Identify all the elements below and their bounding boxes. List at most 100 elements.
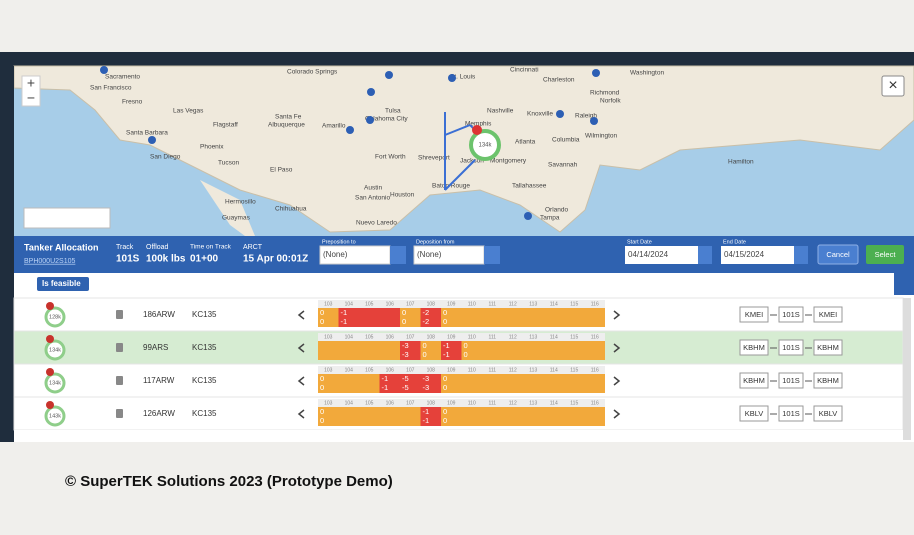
- column-label: 106: [386, 367, 395, 373]
- marker[interactable]: [367, 88, 375, 96]
- cell-bottom: 0: [320, 383, 324, 392]
- top-bar: [0, 52, 914, 66]
- cancel-button[interactable]: [817, 244, 859, 265]
- marker[interactable]: [346, 126, 354, 134]
- dropdown-arrow[interactable]: [484, 246, 500, 264]
- timeline-cell: [420, 308, 441, 327]
- timeline-cell: [461, 308, 482, 327]
- city-label: Cincinnati: [510, 67, 539, 74]
- cancel: Cancel: [826, 250, 850, 259]
- timeline-cell: [400, 407, 421, 426]
- close-button[interactable]: [881, 75, 905, 97]
- city-label: Santa Fe: [275, 114, 302, 121]
- date-input[interactable]: [625, 246, 698, 264]
- scrollbar[interactable]: [903, 298, 911, 440]
- next-arrow[interactable]: [613, 343, 621, 353]
- prev-arrow[interactable]: [297, 376, 305, 386]
- timeline-cell: [379, 341, 400, 360]
- column-label: 111: [488, 367, 496, 373]
- route-box: [778, 306, 804, 323]
- cell-top: 0: [443, 374, 447, 383]
- map-tools[interactable]: [23, 207, 111, 229]
- column-label: 107: [406, 400, 415, 406]
- column-label: 112: [509, 301, 517, 307]
- marker[interactable]: [592, 69, 600, 77]
- city-label: Santa Barbara: [126, 130, 168, 137]
- next-arrow[interactable]: [613, 409, 621, 419]
- timeline-cell: [338, 374, 359, 393]
- marker[interactable]: [385, 71, 393, 79]
- city-label: Washington: [630, 70, 664, 77]
- cluster-label: 134k: [478, 143, 492, 149]
- marker[interactable]: [590, 117, 598, 125]
- column-label: 105: [365, 334, 374, 340]
- end-label: End Date: [723, 239, 746, 245]
- id: BPH000U2S105: [24, 258, 75, 265]
- prev-arrow[interactable]: [297, 310, 305, 320]
- select-button[interactable]: [866, 245, 904, 264]
- badge-label: 134k: [49, 380, 61, 386]
- calendar-button[interactable]: [794, 246, 808, 264]
- timeline-cell: [564, 407, 585, 426]
- zoom-in[interactable]: +: [27, 75, 35, 91]
- calendar-button[interactable]: [698, 246, 712, 264]
- timeline-cell: [379, 407, 400, 426]
- next-arrow[interactable]: [613, 310, 621, 320]
- dropdown-arrow[interactable]: [390, 246, 406, 264]
- timeline-cell: [564, 308, 585, 327]
- timeline-head: [318, 366, 605, 374]
- cell-top: -1: [443, 341, 450, 350]
- cell-bottom: -1: [382, 383, 389, 392]
- column-label: 111: [488, 334, 496, 340]
- fuel-icon: [116, 343, 123, 352]
- prev-arrow[interactable]: [297, 409, 305, 419]
- date-input[interactable]: [721, 246, 794, 264]
- close-icon[interactable]: ×: [888, 77, 897, 94]
- column-label: 111: [488, 301, 496, 307]
- city-label: Guaymas: [222, 215, 251, 222]
- pin[interactable]: [472, 125, 482, 135]
- marker[interactable]: [366, 116, 374, 124]
- tot: 01+00: [190, 254, 219, 265]
- column-label: 103: [324, 301, 333, 307]
- prev-arrow[interactable]: [297, 343, 305, 353]
- cluster[interactable]: [469, 129, 501, 161]
- timeline-cell: [482, 341, 503, 360]
- city-label: St. Louis: [450, 74, 476, 81]
- zoom-out[interactable]: −: [27, 90, 35, 106]
- city-label: El Paso: [270, 167, 293, 174]
- offload-label: Offload: [146, 244, 169, 251]
- city-label: Las Vegas: [173, 108, 204, 115]
- filter-chip-label: Is feasible: [42, 279, 81, 288]
- filter-chip[interactable]: [37, 277, 89, 291]
- route-box: [813, 405, 843, 422]
- timeline-cell: [400, 308, 421, 327]
- tail: 126ARW: [143, 409, 175, 418]
- column-label: 112: [509, 334, 517, 340]
- cell-bottom: -1: [341, 317, 348, 326]
- route-code: KBLV: [745, 409, 764, 418]
- marker[interactable]: [148, 136, 156, 144]
- expand-button[interactable]: [894, 273, 914, 295]
- city-label: Jackson: [460, 158, 484, 165]
- badge: [44, 405, 66, 427]
- next-arrow[interactable]: [613, 376, 621, 386]
- timeline-cell: [584, 374, 605, 393]
- column-label: 109: [447, 301, 456, 307]
- column-label: 113: [529, 400, 537, 406]
- route-code: KBLV: [819, 409, 838, 418]
- timeline-cell: [359, 308, 380, 327]
- column-label: 106: [386, 334, 395, 340]
- timeline-head: [318, 300, 605, 308]
- route-box: [739, 405, 769, 422]
- marker[interactable]: [556, 110, 564, 118]
- marker[interactable]: [100, 66, 108, 74]
- marker[interactable]: [448, 74, 456, 82]
- route-code: KBHM: [743, 343, 765, 352]
- column-label: 105: [365, 301, 374, 307]
- timeline-cell: [400, 374, 421, 393]
- timeline-cell: [318, 407, 339, 426]
- marker[interactable]: [524, 212, 532, 220]
- city-label: Colorado Springs: [287, 69, 338, 76]
- column-label: 115: [570, 334, 578, 340]
